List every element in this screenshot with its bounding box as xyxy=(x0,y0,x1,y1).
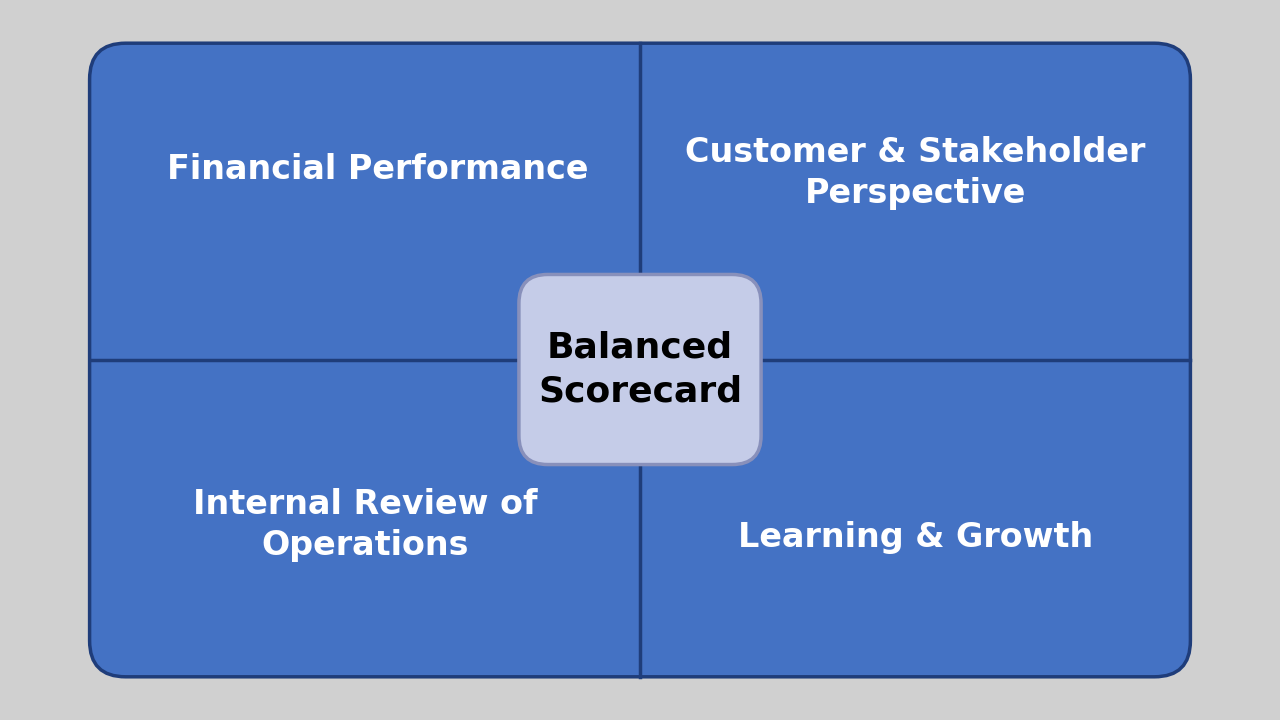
Text: Financial Performance: Financial Performance xyxy=(166,153,588,186)
FancyBboxPatch shape xyxy=(90,43,1190,677)
Text: Internal Review of
Operations: Internal Review of Operations xyxy=(192,488,538,562)
Text: Balanced
Scorecard: Balanced Scorecard xyxy=(538,330,742,409)
FancyBboxPatch shape xyxy=(518,274,762,464)
Text: Learning & Growth: Learning & Growth xyxy=(737,521,1093,554)
Text: Customer & Stakeholder
Perspective: Customer & Stakeholder Perspective xyxy=(685,136,1146,210)
